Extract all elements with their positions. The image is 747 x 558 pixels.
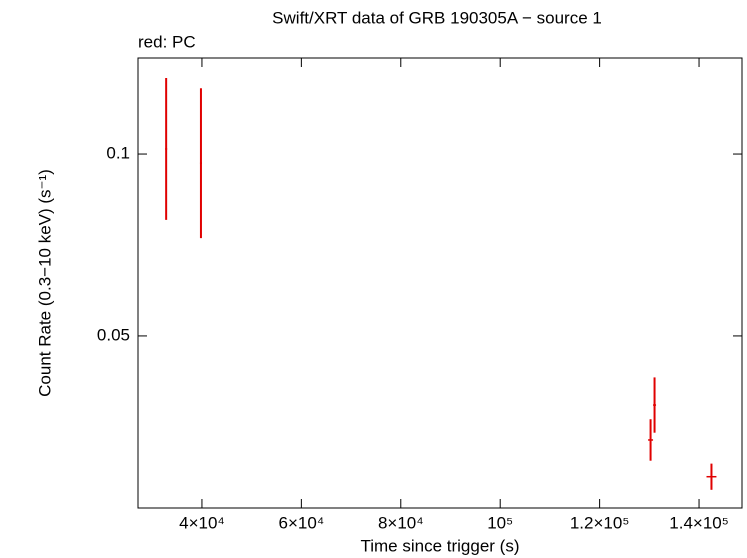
x-tick-label: 10⁵	[487, 513, 513, 532]
x-axis-label: Time since trigger (s)	[360, 536, 519, 555]
x-tick-label: 8×10⁴	[378, 513, 424, 532]
plot-frame	[137, 57, 743, 509]
chart-title: Swift/XRT data of GRB 190305A − source 1	[272, 8, 602, 27]
y-tick-label: 0.05	[97, 325, 130, 344]
x-tick-label: 4×10⁴	[179, 513, 225, 532]
chart-subtitle: red: PC	[138, 32, 196, 51]
x-tick-label: 1.2×10⁵	[570, 513, 630, 532]
x-tick-label: 6×10⁴	[279, 513, 325, 532]
x-tick-label: 1.4×10⁵	[669, 513, 729, 532]
y-tick-label: 0.1	[106, 144, 130, 163]
y-axis-label: Count Rate (0.3−10 keV) (s⁻¹)	[35, 169, 54, 397]
